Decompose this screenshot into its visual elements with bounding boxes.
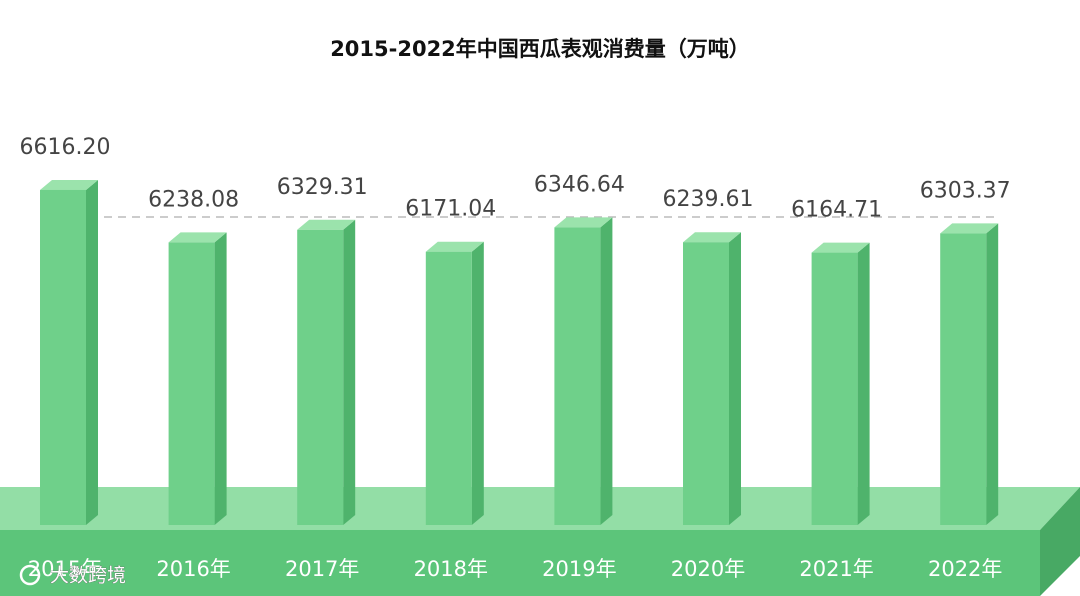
platform-top [0,487,1080,530]
value-label: 6329.31 [277,175,368,200]
bars [40,179,999,526]
value-label: 6346.64 [534,172,625,197]
watermark-icon [19,564,41,586]
bar [683,242,729,525]
bar-group [940,223,999,525]
bar [811,252,858,526]
x-tick-label: 2021年 [799,557,873,581]
bar [940,233,987,525]
bar-side [343,219,356,525]
bar [425,251,472,526]
x-tick-label: 2015年 [28,557,102,581]
x-tick-label: 2016年 [156,557,230,581]
bar-side [86,179,98,526]
platform-side [1040,487,1080,596]
bar-group [683,232,741,525]
x-tick-label: 2022年 [928,557,1002,581]
chart-title: 2015-2022年中国西瓜表观消费量（万吨） [330,37,750,61]
bar-group [811,242,870,526]
bar-group [425,241,484,526]
x-tick-label: 2020年 [671,557,745,581]
value-label: 6616.20 [20,135,111,160]
value-label: 6164.71 [791,198,882,223]
bar [40,189,86,526]
x-tick-label: 2019年 [542,557,616,581]
bar-side [214,232,227,526]
x-tick-label: 2017年 [285,557,359,581]
bar [297,229,344,525]
bar-side [857,242,870,526]
platform-front [0,530,1040,596]
bar-top [297,219,356,230]
bar-side [600,217,613,525]
bar-side [986,223,999,525]
bar [168,242,215,526]
bar-top [168,232,227,243]
bar-group [554,217,613,525]
bar-group [168,232,227,526]
x-labels: 2015年 2016年 2017年 2018年 2019年 2020年 2021年 2022年 [28,557,1003,581]
bar-group [297,219,356,525]
bar-top [40,179,98,190]
bar-side [471,241,484,526]
bar-top [940,223,999,234]
bar-top [811,242,870,253]
bar-group [40,179,98,526]
bar-side [729,232,741,525]
value-label: 6171.04 [405,197,496,222]
bar-top [554,217,613,228]
watermark: 大数跨境 [50,565,126,587]
value-label: 6239.61 [663,187,754,212]
x-tick-label: 2018年 [414,557,488,581]
bar-top [425,241,484,252]
bar-top [683,232,741,243]
value-label: 6303.37 [920,178,1011,203]
bar [554,227,601,525]
value-label: 6238.08 [148,187,239,212]
